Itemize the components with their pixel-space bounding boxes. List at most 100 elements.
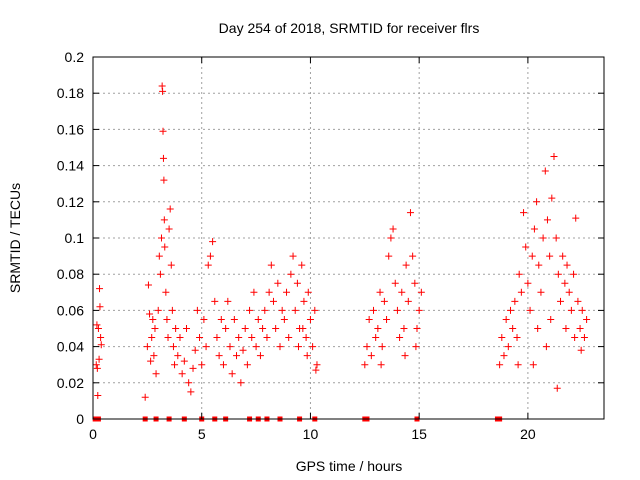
data-point [417, 288, 425, 296]
data-point [211, 297, 219, 305]
data-point [276, 343, 284, 351]
data-point [509, 325, 517, 332]
data-point [291, 306, 299, 314]
data-point [580, 334, 588, 342]
data-point [294, 343, 302, 351]
data-point [289, 252, 297, 260]
data-point [303, 352, 311, 360]
data-points [92, 82, 591, 401]
data-point [409, 252, 417, 260]
data-point [250, 288, 258, 296]
data-point [213, 334, 221, 342]
data-point [230, 315, 238, 323]
data-point [570, 270, 578, 278]
data-point [313, 361, 321, 369]
data-point [191, 346, 199, 354]
data-point [511, 297, 519, 305]
data-point [370, 306, 378, 314]
data-point [380, 297, 388, 305]
data-point [193, 306, 201, 314]
data-point [559, 252, 567, 260]
data-point [415, 306, 423, 314]
data-point [389, 225, 397, 233]
y-tick-label: 0 [76, 411, 84, 427]
y-tick-label: 0.2 [65, 49, 85, 65]
data-point [252, 343, 260, 351]
data-point [283, 288, 291, 296]
data-point [159, 87, 167, 95]
data-point [92, 361, 100, 369]
data-point [309, 343, 317, 351]
data-point [522, 243, 530, 251]
data-point [401, 352, 409, 360]
data-point [524, 279, 532, 287]
data-point [167, 261, 175, 269]
data-point [95, 355, 103, 363]
data-point [222, 325, 230, 332]
data-point [393, 306, 401, 314]
y-tick-label: 0.12 [57, 194, 84, 210]
data-point [166, 205, 174, 213]
data-point [506, 306, 514, 314]
data-point [209, 238, 217, 246]
data-point [219, 361, 227, 369]
data-point [515, 270, 523, 278]
data-point [513, 334, 521, 342]
data-point [578, 306, 586, 314]
data-point [557, 297, 565, 305]
data-point [543, 216, 551, 224]
data-point [402, 261, 410, 269]
data-point [293, 279, 301, 287]
x-tick-label: 0 [89, 426, 97, 442]
data-point [378, 343, 386, 351]
data-point [159, 154, 167, 162]
data-point [274, 279, 282, 287]
data-point [160, 176, 168, 184]
data-point [144, 281, 152, 289]
x-tick-label: 10 [303, 426, 319, 442]
data-point [248, 334, 256, 342]
data-point [377, 361, 385, 369]
data-point [171, 361, 179, 369]
data-point [226, 343, 234, 351]
y-tick-label: 0.06 [57, 302, 84, 318]
data-point [306, 315, 314, 323]
data-point [206, 252, 214, 260]
data-point [374, 325, 382, 332]
data-point [391, 279, 399, 287]
data-point [172, 325, 180, 332]
data-point [147, 357, 155, 365]
data-point [160, 216, 168, 224]
data-point [235, 334, 243, 342]
data-point [533, 198, 541, 206]
data-point [299, 325, 307, 332]
data-point [572, 214, 580, 222]
data-point [168, 306, 176, 314]
data-point [217, 315, 225, 323]
data-point [287, 270, 295, 278]
data-point [574, 297, 582, 305]
data-point [180, 357, 188, 365]
x-tick-label: 15 [411, 426, 427, 442]
data-point [196, 334, 204, 342]
data-point [576, 325, 584, 332]
y-tick-label: 0.02 [57, 375, 84, 391]
data-point [157, 234, 165, 242]
data-point [554, 270, 562, 278]
data-point [565, 288, 573, 296]
data-point [233, 352, 241, 360]
data-point [500, 352, 508, 360]
data-point [187, 388, 195, 396]
data-point [174, 352, 182, 360]
data-point [265, 288, 273, 296]
data-point [285, 334, 293, 342]
data-point [583, 315, 591, 323]
data-point [96, 303, 104, 311]
data-point [156, 270, 164, 278]
data-point [406, 209, 414, 217]
data-point [376, 288, 384, 296]
data-point [514, 361, 522, 369]
x-axis-label: GPS time / hours [296, 458, 403, 474]
y-tick-label: 0.1 [65, 230, 85, 246]
